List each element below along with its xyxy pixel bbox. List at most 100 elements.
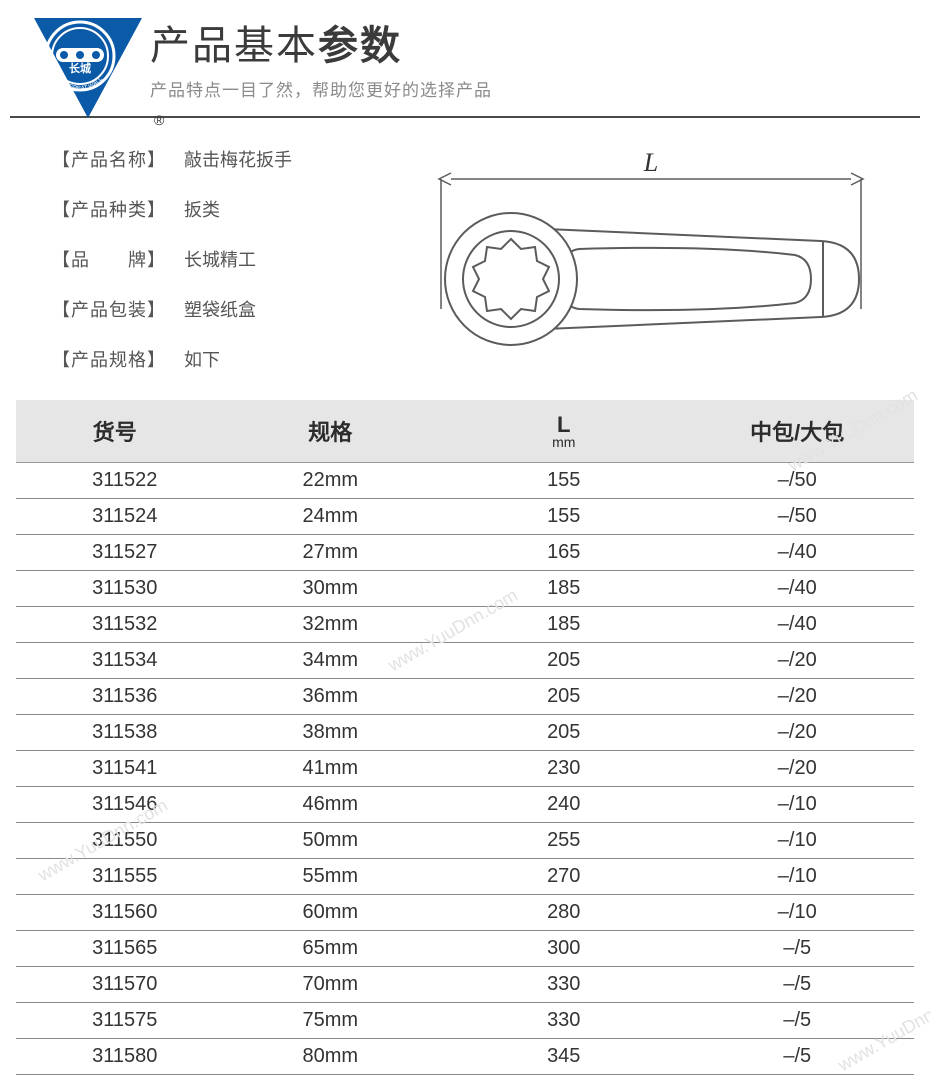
table-cell: 34mm bbox=[214, 643, 447, 679]
table-row: 31157575mm330–/5 bbox=[16, 1003, 914, 1039]
table-cell: 24mm bbox=[214, 499, 447, 535]
registered-mark: ® bbox=[154, 112, 164, 128]
info-label: 【品 牌】 bbox=[52, 246, 184, 272]
table-cell: 41mm bbox=[214, 751, 447, 787]
table-row: 31153636mm205–/20 bbox=[16, 679, 914, 715]
table-header-cell: 规格 bbox=[214, 400, 447, 463]
table-cell: –/20 bbox=[680, 715, 914, 751]
table-cell: 311532 bbox=[16, 607, 214, 643]
brand-logo: 长城 THE GREAT WALL ® bbox=[34, 18, 142, 118]
table-cell: 80mm bbox=[214, 1039, 447, 1075]
table-cell: 311541 bbox=[16, 751, 214, 787]
info-row: 【产品名称】敲击梅花扳手 bbox=[52, 146, 392, 172]
table-cell: 270 bbox=[447, 859, 680, 895]
table-cell: 255 bbox=[447, 823, 680, 859]
info-value: 扳类 bbox=[184, 196, 220, 222]
table-cell: 65mm bbox=[214, 931, 447, 967]
info-section: 【产品名称】敲击梅花扳手【产品种类】扳类【品 牌】长城精工【产品包装】塑袋纸盒【… bbox=[0, 146, 930, 372]
table-cell: –/10 bbox=[680, 787, 914, 823]
table-cell: –/40 bbox=[680, 571, 914, 607]
table-cell: 60mm bbox=[214, 895, 447, 931]
table-cell: 230 bbox=[447, 751, 680, 787]
info-value: 塑袋纸盒 bbox=[184, 296, 256, 322]
table-row: 31154141mm230–/20 bbox=[16, 751, 914, 787]
table-row: 31153838mm205–/20 bbox=[16, 715, 914, 751]
table-cell: 311565 bbox=[16, 931, 214, 967]
table-cell: –/5 bbox=[680, 1003, 914, 1039]
table-cell: 205 bbox=[447, 643, 680, 679]
table-cell: 70mm bbox=[214, 967, 447, 1003]
table-row: 31152222mm155–/50 bbox=[16, 463, 914, 499]
info-row: 【产品种类】扳类 bbox=[52, 196, 392, 222]
info-list: 【产品名称】敲击梅花扳手【产品种类】扳类【品 牌】长城精工【产品包装】塑袋纸盒【… bbox=[52, 146, 392, 372]
dimension-label: L bbox=[643, 149, 658, 177]
table-row: 31153030mm185–/40 bbox=[16, 571, 914, 607]
table-row: 31155050mm255–/10 bbox=[16, 823, 914, 859]
table-cell: 205 bbox=[447, 715, 680, 751]
table-cell: 32mm bbox=[214, 607, 447, 643]
table-cell: 311530 bbox=[16, 571, 214, 607]
table-cell: 300 bbox=[447, 931, 680, 967]
table-cell: 185 bbox=[447, 607, 680, 643]
table-cell: 311536 bbox=[16, 679, 214, 715]
product-diagram: L bbox=[392, 146, 890, 372]
table-cell: –/50 bbox=[680, 499, 914, 535]
table-header-cell: Lmm bbox=[447, 400, 680, 463]
table-row: 31152727mm165–/40 bbox=[16, 535, 914, 571]
table-cell: 30mm bbox=[214, 571, 447, 607]
table-cell: –/20 bbox=[680, 679, 914, 715]
page-subtitle: 产品特点一目了然，帮助您更好的选择产品 bbox=[150, 76, 492, 101]
table-cell: –/5 bbox=[680, 967, 914, 1003]
spec-table: 货号规格Lmm中包/大包 31152222mm155–/5031152424mm… bbox=[16, 400, 914, 1075]
table-cell: –/5 bbox=[680, 931, 914, 967]
info-value: 如下 bbox=[184, 346, 220, 372]
table-row: 31155555mm270–/10 bbox=[16, 859, 914, 895]
table-cell: 27mm bbox=[214, 535, 447, 571]
table-cell: 46mm bbox=[214, 787, 447, 823]
table-cell: 345 bbox=[447, 1039, 680, 1075]
table-cell: 75mm bbox=[214, 1003, 447, 1039]
table-cell: 311550 bbox=[16, 823, 214, 859]
table-cell: 205 bbox=[447, 679, 680, 715]
col-label-bottom: mm bbox=[447, 434, 680, 450]
info-label: 【产品种类】 bbox=[52, 196, 184, 222]
table-cell: –/40 bbox=[680, 535, 914, 571]
title-block: 产品基本参数 产品特点一目了然，帮助您更好的选择产品 bbox=[150, 18, 492, 101]
info-value: 长城精工 bbox=[184, 246, 256, 272]
table-row: 31156060mm280–/10 bbox=[16, 895, 914, 931]
info-label: 【产品名称】 bbox=[52, 146, 184, 172]
table-row: 31153232mm185–/40 bbox=[16, 607, 914, 643]
table-cell: 311555 bbox=[16, 859, 214, 895]
table-row: 31157070mm330–/5 bbox=[16, 967, 914, 1003]
info-row: 【品 牌】长城精工 bbox=[52, 246, 392, 272]
table-cell: 330 bbox=[447, 1003, 680, 1039]
table-cell: 155 bbox=[447, 463, 680, 499]
info-label: 【产品包装】 bbox=[52, 296, 184, 322]
table-cell: –/10 bbox=[680, 823, 914, 859]
table-cell: 38mm bbox=[214, 715, 447, 751]
table-cell: 311534 bbox=[16, 643, 214, 679]
table-cell: –/5 bbox=[680, 1039, 914, 1075]
info-row: 【产品规格】如下 bbox=[52, 346, 392, 372]
table-cell: –/10 bbox=[680, 859, 914, 895]
table-cell: –/50 bbox=[680, 463, 914, 499]
table-row: 31153434mm205–/20 bbox=[16, 643, 914, 679]
table-cell: 36mm bbox=[214, 679, 447, 715]
header: 长城 THE GREAT WALL ® 产品基本参数 产品特点一目了然，帮助您更… bbox=[10, 0, 920, 118]
table-header-cell: 货号 bbox=[16, 400, 214, 463]
info-row: 【产品包装】塑袋纸盒 bbox=[52, 296, 392, 322]
table-cell: 330 bbox=[447, 967, 680, 1003]
title-light: 产品基本 bbox=[150, 24, 318, 68]
page-title: 产品基本参数 bbox=[150, 24, 492, 68]
logo-text-cn: 长城 bbox=[69, 61, 91, 75]
info-value: 敲击梅花扳手 bbox=[184, 146, 292, 172]
info-label: 【产品规格】 bbox=[52, 346, 184, 372]
table-cell: 311527 bbox=[16, 535, 214, 571]
table-row: 31152424mm155–/50 bbox=[16, 499, 914, 535]
table-cell: 155 bbox=[447, 499, 680, 535]
table-row: 31158080mm345–/5 bbox=[16, 1039, 914, 1075]
table-row: 31156565mm300–/5 bbox=[16, 931, 914, 967]
table-cell: 165 bbox=[447, 535, 680, 571]
table-header-row: 货号规格Lmm中包/大包 bbox=[16, 400, 914, 463]
table-cell: 240 bbox=[447, 787, 680, 823]
